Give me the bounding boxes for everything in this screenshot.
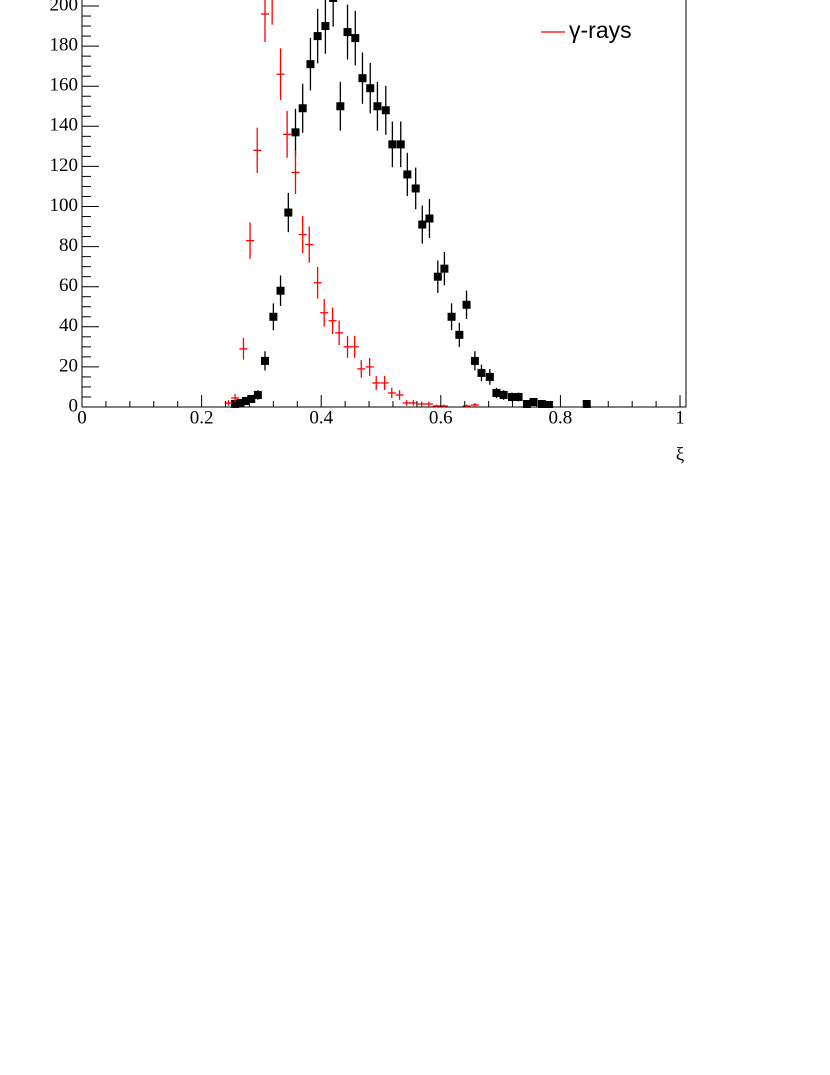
marker [507,392,516,401]
marker [321,22,330,31]
marker [403,170,412,179]
marker [313,32,322,41]
x-tick-label: 0.4 [309,407,333,428]
marker [358,74,367,83]
plot-area [224,0,591,408]
marker [418,220,427,229]
marker [388,140,397,149]
x-tick-label: 1 [675,407,685,428]
marker [336,102,345,111]
marker [381,106,390,115]
y-tick-label: 60 [59,275,78,296]
marker [455,330,464,339]
legend-label: γ-rays [569,17,632,43]
marker [514,392,523,401]
y-tick-label: 0 [69,395,79,416]
x-tick-label: 0 [77,407,87,428]
y-tick-label: 180 [50,34,79,55]
marker [396,140,405,149]
marker [492,388,501,397]
marker [269,312,278,321]
y-tick-label: 80 [59,235,78,256]
marker [447,312,456,321]
marker [582,399,591,408]
marker [291,128,300,137]
y-tick-label: 40 [59,315,78,336]
marker [260,356,269,365]
x-tick-label: 0.8 [549,407,573,428]
marker [276,286,285,295]
marker [329,0,338,2]
y-tick-label: 120 [50,155,79,176]
marker [537,399,546,408]
marker [470,356,479,365]
marker [425,214,434,223]
x-tick-label: 0.2 [190,407,214,428]
y-tick-label: 160 [50,75,79,96]
marker [284,208,293,217]
marker [462,300,471,309]
x-axis-label: ξ [676,444,685,465]
marker [241,396,250,405]
marker [366,84,375,93]
marker [231,399,240,408]
y-tick-label: 20 [59,355,78,376]
marker [499,390,508,399]
y-tick-label: 200 [50,0,79,15]
y-tick-label: 100 [50,195,79,216]
marker [373,102,382,111]
marker [351,34,360,43]
marker [247,394,256,403]
marker [485,372,494,381]
marker [477,368,486,377]
marker [298,104,307,113]
marker [236,398,245,407]
marker [440,264,449,273]
marker [529,397,538,406]
frame [81,0,687,408]
marker [545,400,554,408]
marker [306,60,315,69]
marker [522,399,531,408]
marker [343,28,352,37]
marker [253,390,262,399]
marker [433,272,442,281]
x-tick-label: 0.6 [429,407,453,428]
y-tick-label: 140 [50,115,79,136]
marker [411,184,420,193]
